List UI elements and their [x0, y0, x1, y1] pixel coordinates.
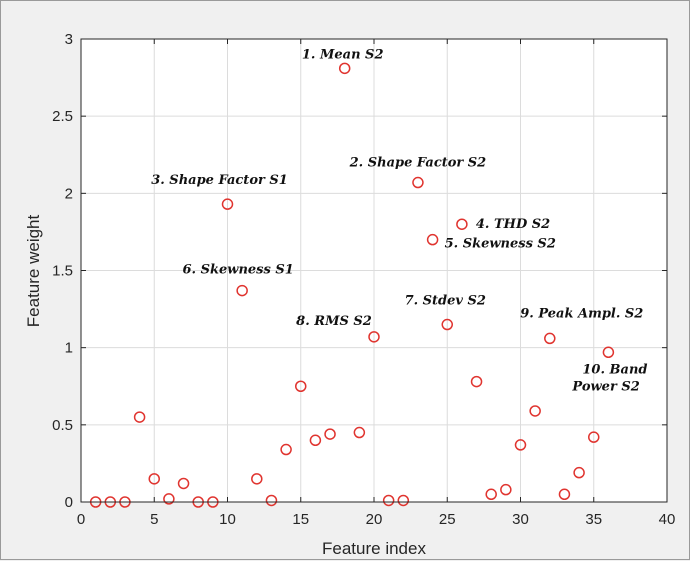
data-point	[236, 284, 248, 297]
annotation-label: 7. Stdev S2	[405, 294, 486, 309]
annotation-label: Power S2	[571, 379, 639, 394]
x-tick-label: 0	[77, 511, 85, 528]
data-point	[295, 380, 307, 392]
data-point	[368, 331, 380, 343]
data-point	[133, 411, 146, 423]
grid	[81, 39, 667, 502]
data-point	[514, 439, 527, 451]
annotation-label: 5. Skewness S2	[445, 237, 556, 252]
ticks: 0 5 10 15 20 25 30 35 40 0 0.5 1 1.5 2 2.5 3	[52, 31, 675, 528]
data-point	[382, 494, 395, 507]
annotation-label: 10. Band	[582, 362, 647, 377]
x-tick-label: 35	[585, 511, 602, 528]
y-tick-label: 1	[65, 340, 73, 357]
y-tick-label: 3	[65, 31, 73, 48]
y-tick-label: 1.5	[52, 263, 73, 280]
data-point	[177, 477, 190, 490]
y-axis-label: Feature weight	[24, 214, 43, 327]
data-point	[309, 434, 322, 447]
x-tick-label: 25	[439, 511, 456, 528]
annotation-label: 2. Shape Factor S2	[349, 156, 487, 171]
data-point	[280, 443, 292, 456]
x-tick-label: 15	[292, 511, 309, 528]
data-point	[221, 198, 234, 210]
data-point	[397, 494, 410, 507]
data-point	[412, 176, 424, 189]
y-tick-label: 0	[65, 494, 73, 511]
data-point	[163, 493, 175, 505]
x-tick-label: 40	[659, 511, 676, 528]
y-tick-label: 2.5	[52, 108, 73, 125]
x-axis-label: Feature index	[322, 539, 426, 558]
data-point	[324, 428, 336, 440]
data-point	[470, 375, 483, 388]
data-point	[500, 483, 512, 496]
data-point	[148, 473, 160, 485]
y-tick-label: 0.5	[52, 417, 73, 434]
annotation-label: 4. THD S2	[476, 217, 550, 232]
annotation-label: 8. RMS S2	[296, 314, 372, 329]
data-point	[353, 426, 366, 439]
annotation-label: 3. Shape Factor S1	[151, 173, 288, 188]
annotation-label: 9. Peak Ampl. S2	[520, 306, 643, 321]
data-point	[426, 233, 439, 246]
data-point	[529, 405, 541, 417]
annotations: 1. Mean S2 2. Shape Factor S2 3. Shape Fac…	[151, 47, 647, 394]
data-point	[485, 488, 497, 501]
x-tick-label: 5	[150, 511, 158, 528]
x-tick-label: 10	[219, 511, 236, 528]
data-point	[558, 488, 571, 501]
data-point	[456, 218, 468, 230]
y-tick-label: 2	[65, 185, 73, 202]
data-point	[251, 473, 263, 485]
data-point	[544, 332, 556, 345]
data-point	[265, 494, 278, 507]
x-tick-label: 30	[512, 511, 529, 528]
annotation-label: 1. Mean S2	[302, 47, 384, 62]
x-tick-label: 20	[366, 511, 383, 528]
data-point	[338, 62, 351, 75]
data-point	[573, 466, 585, 479]
data-point	[602, 346, 615, 359]
annotation-label: 6. Skewness S1	[183, 263, 294, 278]
data-point	[441, 318, 453, 331]
data-point	[588, 431, 600, 443]
